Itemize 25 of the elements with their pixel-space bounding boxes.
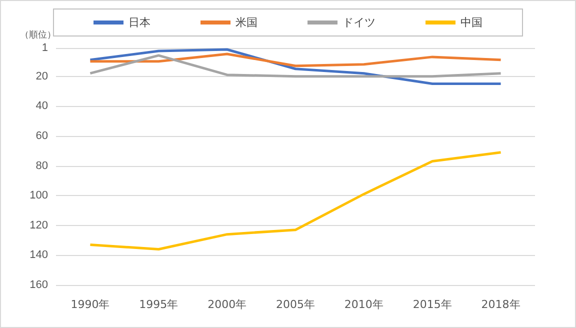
y-tick-label: 40 <box>36 100 48 112</box>
line-series <box>88 54 502 78</box>
y-tick-label: 60 <box>36 130 48 142</box>
y-tick-label: 160 <box>30 279 48 291</box>
x-tick-label: 2018年 <box>481 298 520 311</box>
legend-label: 中国 <box>460 16 482 29</box>
x-tick-label: 2000年 <box>208 298 247 311</box>
y-tick-label: 20 <box>36 70 48 82</box>
y-tick-label: 140 <box>30 249 48 262</box>
x-tick-label: 2005年 <box>276 298 315 311</box>
y-tick-label: 80 <box>36 160 48 172</box>
line-series <box>88 151 502 250</box>
legend-label: ドイツ <box>342 16 376 29</box>
x-tick-label: 1990年 <box>70 298 110 311</box>
y-axis-title: （順位） <box>20 30 56 40</box>
y-tick-label: 120 <box>30 219 48 232</box>
legend-label: 日本 <box>128 16 150 29</box>
x-tick-label: 1995年 <box>139 298 178 311</box>
line-series <box>88 52 502 68</box>
y-tick-label: 100 <box>30 190 48 202</box>
y-tick-label: 1 <box>42 42 48 54</box>
x-tick-label: 2010年 <box>344 298 384 311</box>
x-tick-label: 2015年 <box>412 298 452 311</box>
legend-label: 米国 <box>236 16 258 29</box>
line-series <box>88 48 502 86</box>
